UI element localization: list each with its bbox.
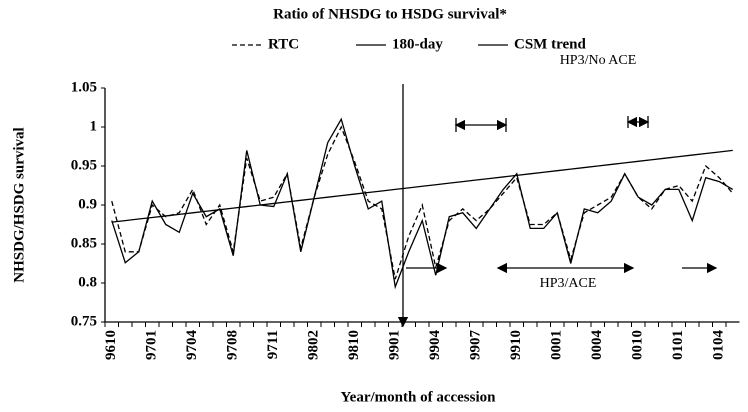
x-tick-label: 9704	[184, 330, 200, 361]
x-axis-label: Year/month of accession	[341, 389, 497, 405]
x-tick-label: 9910	[508, 330, 524, 360]
y-tick-label: 0.9	[78, 196, 97, 212]
y-tick-label: 0.75	[71, 313, 97, 329]
series-line	[111, 125, 734, 280]
series-line	[111, 117, 734, 290]
y-tick-label: 0.85	[71, 235, 97, 251]
x-tick-label: 0104	[711, 330, 727, 361]
arrows	[397, 84, 718, 328]
x-tick-label: 9711	[265, 330, 281, 359]
legend-label: RTC	[268, 36, 299, 52]
y-axis-label: NHSDG/HSDG survival	[11, 127, 27, 282]
annotation: HP3/ACE	[540, 276, 597, 291]
x-tick-label: 9901	[387, 330, 403, 360]
x-tick-label: 9701	[144, 330, 160, 360]
x-tick-label: 0004	[589, 330, 605, 361]
x-tick-label: 0101	[670, 330, 686, 360]
x-tick-label: 9610	[103, 330, 119, 360]
x-tick-label: 9904	[427, 330, 443, 361]
annotation: HP3/No ACE	[560, 53, 637, 68]
y-tick-label: 1.05	[71, 79, 97, 95]
x-tick-label: 9708	[225, 330, 241, 360]
legend-label: 180-day	[392, 36, 443, 52]
x-tick-label: 9810	[346, 330, 362, 360]
x-tick-label: 9907	[468, 330, 484, 361]
series-line	[111, 149, 733, 223]
chart-title: Ratio of NHSDG to HSDG survival*	[273, 6, 507, 22]
x-tick-label: 0010	[630, 330, 646, 360]
y-tick-label: 0.95	[71, 157, 97, 173]
x-tick-label: 0001	[549, 330, 565, 360]
y-tick-label: 1	[90, 118, 98, 134]
x-tick-label: 9802	[306, 330, 322, 360]
legend-label: CSM trend	[514, 36, 586, 52]
y-tick-label: 0.8	[78, 274, 97, 290]
